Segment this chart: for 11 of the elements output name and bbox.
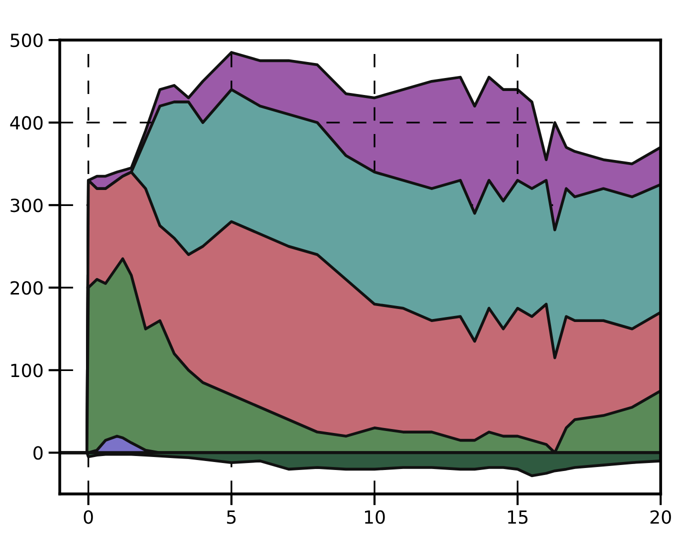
x-tick-label: 10 <box>365 510 385 524</box>
x-tick-label: 15 <box>508 510 528 524</box>
y-tick-label: 400 <box>10 116 43 130</box>
y-tick-label: 200 <box>10 281 43 295</box>
x-tick-label: 5 <box>227 510 236 524</box>
x-tick-label: 0 <box>84 510 93 524</box>
y-tick-label: 500 <box>10 34 43 48</box>
y-tick-label: 300 <box>10 198 43 212</box>
x-tick-label: 20 <box>650 510 671 524</box>
y-tick-label: 100 <box>11 364 43 378</box>
y-tick-label: 0 <box>33 446 43 460</box>
